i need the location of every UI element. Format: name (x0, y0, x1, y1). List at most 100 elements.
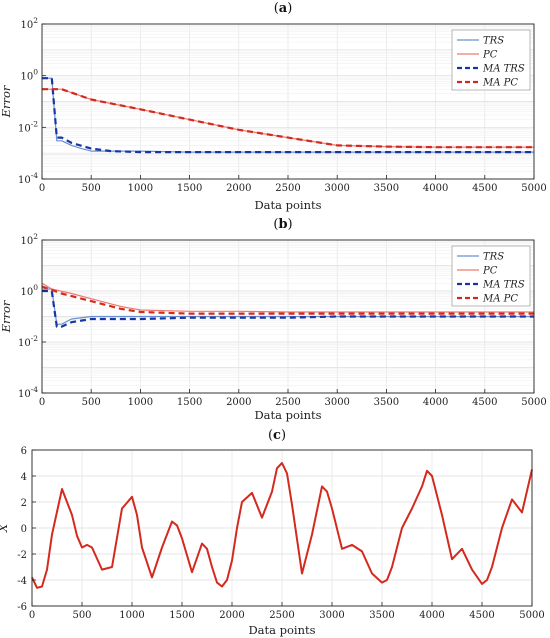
x-tick-label: 2000 (219, 610, 244, 621)
x-tick-label: 2000 (226, 397, 251, 408)
y-tick-label: 10-2 (18, 119, 38, 134)
x-tick-label: 1500 (177, 397, 202, 408)
x-tick-label: 3500 (369, 610, 394, 621)
y-tick-label: -6 (17, 602, 27, 613)
series-line-ma-trs (42, 77, 534, 154)
panel-c: 0 500 1000 1500 2000 2500 3000 3500 4000 4500 5000… (0, 428, 545, 637)
x-tick-label: 0 (39, 397, 45, 408)
y-tick-label: -2 (17, 550, 27, 561)
x-tick-label: 3000 (324, 183, 349, 194)
y-tick-base: 10 (20, 287, 33, 298)
x-axis-label: Data points (254, 198, 321, 212)
x-axis: 0 500 1000 1500 2000 2500 3000 3500 4000 4500 5000 (39, 175, 547, 194)
y-axis-label: X (0, 523, 10, 533)
x-tick-label: 1500 (177, 183, 202, 194)
panel-title: (c) (268, 428, 286, 443)
x-tick-label: 1000 (128, 397, 153, 408)
y-tick-label: 10-4 (18, 385, 38, 400)
y-tick-exponent: 2 (33, 232, 38, 241)
panel-title-open: ( (273, 217, 278, 232)
y-tick-exponent: -4 (31, 171, 39, 180)
x-tick-label: 1000 (119, 610, 144, 621)
y-tick-label: -4 (17, 576, 27, 587)
y-tick-exponent: -4 (31, 385, 39, 394)
legend-label: PC (482, 50, 498, 61)
y-tick-exponent: -2 (31, 334, 39, 343)
series-line-trs (42, 288, 534, 325)
x-tick-label: 5000 (521, 183, 546, 194)
y-tick-label: 2 (21, 498, 27, 509)
x-tick-label: 4000 (423, 183, 448, 194)
legend-label: MA PC (482, 78, 518, 89)
panel-title-letter: a (279, 1, 288, 16)
y-tick-label: 6 (21, 446, 27, 457)
x-tick-label: 500 (82, 397, 101, 408)
y-tick-exponent: 0 (33, 68, 38, 77)
y-axis-label: Error (0, 299, 13, 333)
panel-title: (a) (274, 1, 293, 16)
x-tick-label: 2000 (226, 183, 251, 194)
x-axis: 0 500 1000 1500 2000 2500 3000 3500 4000 4500 5000 (39, 389, 547, 408)
x-tick-label: 4500 (472, 397, 497, 408)
y-tick-label: 10-4 (18, 171, 38, 186)
x-tick-label: 4500 (472, 183, 497, 194)
y-tick-label: 100 (20, 283, 38, 298)
x-tick-label: 3000 (324, 397, 349, 408)
panel-title-open: ( (274, 1, 279, 16)
x-tick-label: 2500 (275, 397, 300, 408)
legend-label: TRS (483, 36, 504, 47)
y-tick-base: 10 (20, 72, 33, 83)
x-tick-label: 4000 (419, 610, 444, 621)
y-tick-base: 10 (18, 389, 31, 400)
y-axis: 6 4 2 0 -2 -4 -6 (17, 446, 36, 613)
x-tick-label: 3500 (374, 397, 399, 408)
series-line-pc (41, 282, 534, 313)
legend: TRS PC MA TRS MA PC (451, 245, 531, 307)
y-tick-base: 10 (18, 338, 31, 349)
series-group (41, 282, 534, 328)
x-tick-label: 0 (39, 183, 45, 194)
y-tick-label: 102 (20, 16, 38, 31)
x-tick-label: 4500 (469, 610, 494, 621)
panel-title-close: ) (288, 217, 293, 232)
x-tick-label: 3500 (374, 183, 399, 194)
x-tick-label: 1000 (128, 183, 153, 194)
y-tick-base: 10 (20, 20, 33, 31)
series-line-x (31, 462, 533, 589)
legend-label: MA PC (482, 294, 518, 305)
panel-title-letter: c (273, 428, 281, 443)
x-tick-label: 4000 (423, 397, 448, 408)
x-tick-label: 3000 (319, 610, 344, 621)
x-axis: 0 500 1000 1500 2000 2500 3000 3500 4000 4500 5000 (29, 602, 545, 621)
y-tick-label: 0 (21, 524, 27, 535)
x-tick-label: 2500 (269, 610, 294, 621)
legend: TRS PC MA TRS MA PC (451, 29, 531, 91)
y-tick-base: 10 (18, 123, 31, 134)
legend-label: PC (482, 266, 498, 277)
y-tick-exponent: 2 (33, 16, 38, 25)
series-line-ma-pc (42, 88, 534, 149)
series-group (31, 462, 533, 589)
y-tick-label: 10-2 (18, 334, 38, 349)
series-line-ma-pc (41, 285, 534, 315)
panel-b: 0 500 1000 1500 2000 2500 3000 3500 4000 4500 5000… (0, 217, 547, 422)
legend-label: MA TRS (482, 280, 525, 291)
panel-title-close: ) (281, 428, 286, 443)
x-tick-label: 500 (82, 183, 101, 194)
x-tick-label: 5000 (519, 610, 544, 621)
x-tick-label: 500 (72, 610, 91, 621)
y-tick-base: 10 (20, 236, 33, 247)
y-tick-label: 4 (21, 472, 27, 483)
panel-title-open: ( (268, 428, 273, 443)
x-tick-label: 1500 (169, 610, 194, 621)
panel-title-letter: b (278, 217, 287, 232)
panel-title-close: ) (287, 1, 292, 16)
y-tick-base: 10 (18, 175, 31, 186)
x-tick-label: 2500 (275, 183, 300, 194)
panel-a: 0 500 1000 1500 2000 2500 3000 3500 4000 4500 5000… (0, 1, 547, 212)
y-axis-label: Error (0, 84, 13, 118)
x-axis-label: Data points (254, 408, 321, 422)
panel-title: (b) (273, 217, 292, 232)
